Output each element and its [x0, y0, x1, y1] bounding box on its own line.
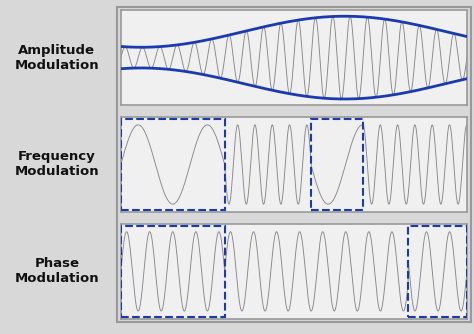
Text: Frequency
Modulation: Frequency Modulation — [15, 151, 99, 178]
Bar — [121, 119, 225, 210]
Text: Amplitude
Modulation: Amplitude Modulation — [15, 44, 99, 71]
Bar — [408, 226, 467, 317]
Bar — [311, 119, 363, 210]
Bar — [121, 226, 225, 317]
Text: Phase
Modulation: Phase Modulation — [15, 258, 99, 285]
